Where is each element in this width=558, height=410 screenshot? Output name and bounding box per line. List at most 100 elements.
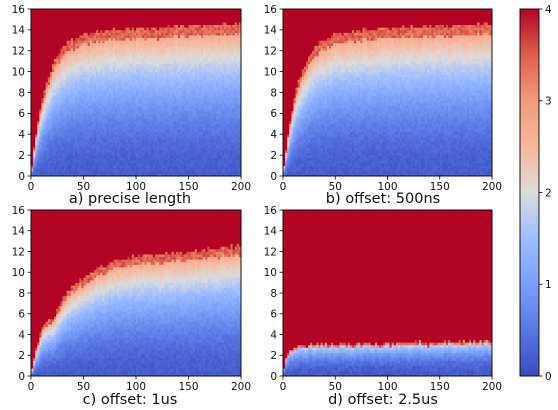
heatmap-cell — [71, 61, 73, 64]
heatmap-cell — [73, 38, 75, 41]
heatmap-cell — [65, 134, 67, 137]
heatmap-cell — [54, 17, 56, 20]
heatmap-cell — [60, 61, 62, 64]
heatmap-cell — [56, 111, 58, 114]
heatmap-cell — [37, 30, 39, 33]
heatmap-cell — [58, 25, 60, 28]
heatmap-cell — [44, 139, 46, 142]
heatmap-cell — [79, 82, 81, 85]
heatmap-cell — [39, 35, 41, 38]
heatmap-cell — [73, 168, 75, 171]
heatmap-cell — [50, 25, 52, 28]
heatmap-cell — [79, 35, 81, 38]
heatmap-cell — [35, 38, 37, 41]
heatmap-cell — [67, 87, 69, 90]
heatmap-cell — [56, 30, 58, 33]
heatmap-cell — [60, 38, 62, 41]
heatmap-cell — [63, 56, 65, 59]
heatmap-cell — [60, 103, 62, 106]
heatmap-cell — [81, 171, 83, 174]
heatmap-cell — [65, 139, 67, 142]
heatmap-cell — [37, 166, 39, 169]
heatmap-cell — [54, 145, 56, 148]
heatmap-cell — [54, 77, 56, 80]
heatmap-cell — [81, 163, 83, 166]
heatmap-cell — [58, 17, 60, 20]
heatmap-cell — [79, 61, 81, 64]
heatmap-cell — [56, 100, 58, 103]
heatmap-cell — [50, 85, 52, 88]
heatmap-cell — [46, 72, 48, 75]
heatmap-cell — [37, 14, 39, 17]
heatmap-cell — [79, 98, 81, 101]
heatmap-cell — [73, 40, 75, 43]
heatmap-cell — [48, 106, 50, 109]
heatmap-cell — [33, 137, 35, 140]
heatmap-cell — [71, 95, 73, 98]
heatmap-cell — [71, 129, 73, 132]
heatmap-cell — [79, 116, 81, 119]
heatmap-cell — [33, 158, 35, 161]
heatmap-cell — [67, 124, 69, 127]
heatmap-cell — [69, 69, 71, 72]
heatmap-cell — [48, 87, 50, 90]
heatmap-cell — [35, 82, 37, 85]
heatmap-cell — [33, 32, 35, 35]
heatmap-cell — [42, 46, 44, 49]
heatmap-cell — [77, 158, 79, 161]
heatmap-cell — [79, 74, 81, 77]
heatmap-cell — [58, 113, 60, 116]
heatmap-cell — [33, 145, 35, 148]
heatmap-cell — [69, 90, 71, 93]
heatmap-cell — [71, 66, 73, 69]
heatmap-cell — [54, 166, 56, 169]
heatmap-cell — [54, 43, 56, 46]
heatmap-cell — [42, 93, 44, 96]
heatmap-cell — [58, 124, 60, 127]
heatmap-cell — [44, 43, 46, 46]
heatmap-cell — [46, 22, 48, 25]
heatmap-cell — [73, 53, 75, 56]
heatmap-cell — [54, 121, 56, 124]
heatmap-cell — [63, 59, 65, 62]
heatmap-cell — [56, 32, 58, 35]
heatmap-cell — [48, 22, 50, 25]
heatmap-cell — [39, 153, 41, 156]
heatmap-cell — [75, 72, 77, 75]
heatmap-cell — [65, 72, 67, 75]
heatmap-cell — [42, 119, 44, 122]
heatmap-cell — [37, 145, 39, 148]
heatmap-cell — [60, 17, 62, 20]
heatmap-cell — [75, 51, 77, 54]
heatmap-cell — [71, 56, 73, 59]
heatmap-cell — [50, 119, 52, 122]
heatmap-cell — [42, 116, 44, 119]
heatmap-cell — [56, 53, 58, 56]
heatmap-cell — [37, 46, 39, 49]
heatmap-cell — [63, 103, 65, 106]
heatmap-cell — [44, 129, 46, 132]
heatmap-cell — [35, 77, 37, 80]
heatmap-cell — [35, 116, 37, 119]
heatmap-cell — [67, 168, 69, 171]
heatmap-cell — [56, 168, 58, 171]
heatmap-cell — [69, 17, 71, 20]
heatmap-cell — [42, 163, 44, 166]
heatmap-cell — [56, 108, 58, 111]
heatmap-cell — [50, 59, 52, 62]
heatmap-cell — [44, 171, 46, 174]
heatmap-cell — [52, 163, 54, 166]
heatmap-cell — [73, 30, 75, 33]
heatmap-cell — [46, 40, 48, 43]
heatmap-cell — [56, 85, 58, 88]
heatmap-cell — [39, 51, 41, 54]
heatmap-cell — [54, 53, 56, 56]
heatmap-cell — [39, 160, 41, 163]
heatmap-cell — [58, 40, 60, 43]
heatmap-cell — [33, 155, 35, 158]
heatmap-cell — [60, 134, 62, 137]
heatmap-cell — [42, 113, 44, 116]
heatmap-cell — [52, 145, 54, 148]
heatmap-cell — [46, 61, 48, 64]
heatmap-cell — [46, 153, 48, 156]
